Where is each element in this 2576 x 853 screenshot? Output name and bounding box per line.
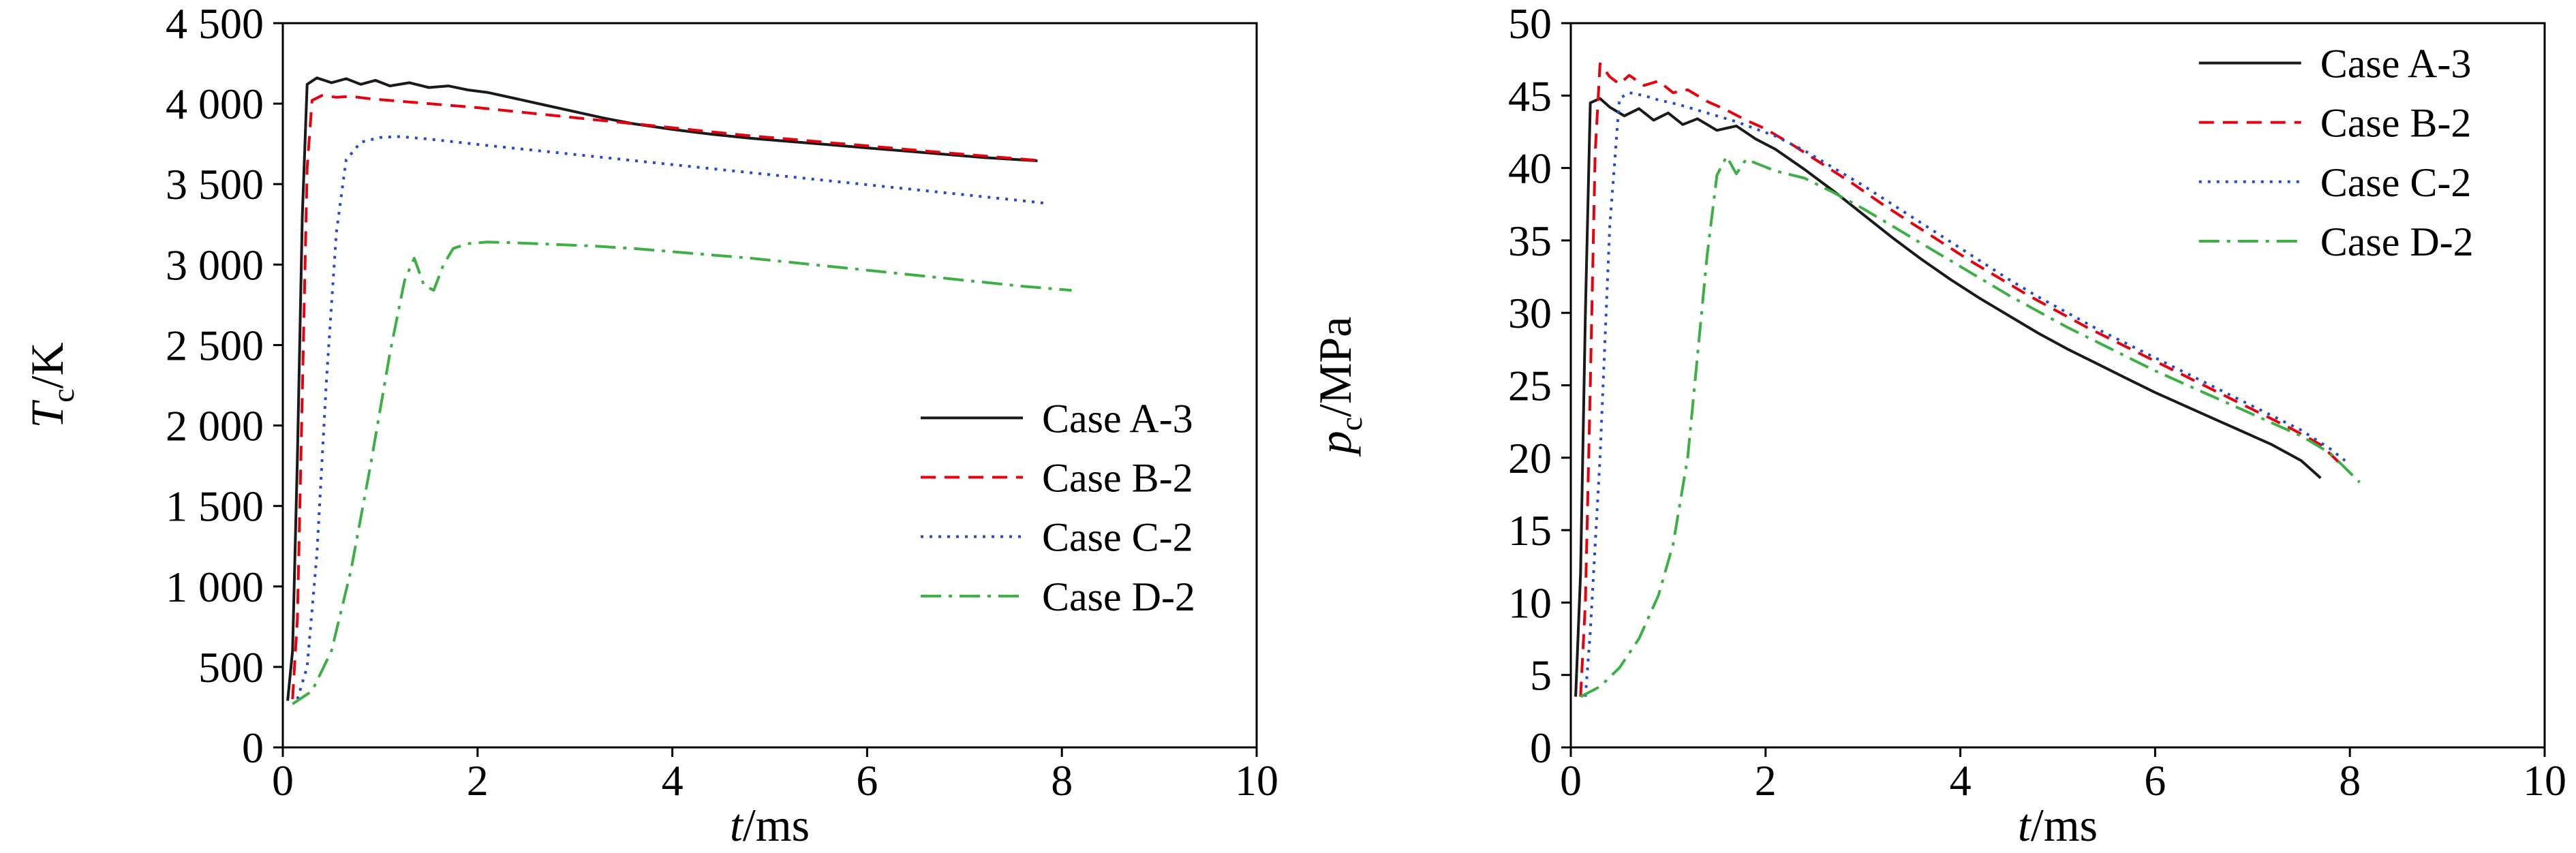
y-tick-label: 0 — [1530, 724, 1552, 772]
x-tick-label: 6 — [2144, 756, 2166, 805]
x-tick-label: 8 — [2339, 756, 2361, 805]
temperature-chart-panel: 0 2 4 6 8 10 0 500 1 000 1 500 2 000 2 500 3 000 3 50… — [21, 0, 1278, 851]
y-axis-label: pc/MPa — [1309, 317, 1368, 457]
y-tick-label: 45 — [1508, 72, 1552, 120]
y-tick-label: 50 — [1508, 0, 1552, 48]
y-tick-label: 3 500 — [166, 160, 264, 208]
legend-label: Case A-3 — [1042, 396, 1193, 441]
legend-label: Case A-3 — [2320, 41, 2472, 86]
legend-label: Case D-2 — [2320, 219, 2474, 264]
series-case-d-2 — [292, 241, 1072, 705]
y-tick-label: 25 — [1508, 362, 1552, 410]
legend-label: Case B-2 — [1042, 456, 1193, 501]
x-axis-label: t/ms — [2018, 799, 2098, 851]
y-tick-label: 2 500 — [166, 321, 264, 369]
series-case-b-2 — [291, 94, 1043, 700]
x-tick-label: 4 — [662, 756, 684, 805]
y-tick-label: 3 000 — [166, 241, 264, 289]
x-tick-label: 6 — [856, 756, 878, 805]
series-case-c-2 — [1584, 91, 2346, 697]
y-axis-label: Tc/K — [21, 342, 80, 428]
pressure-chart-panel: 0 2 4 6 8 10 0 5 10 15 20 25 30 35 40 45 50 t/ms pc/MPa Cas… — [1288, 0, 2576, 853]
x-axis-label: t/ms — [730, 799, 810, 851]
x-tick-label: 2 — [467, 756, 489, 805]
y-tick-label: 0 — [242, 724, 264, 772]
y-tick-label: 2 000 — [166, 402, 264, 450]
x-tick-label: 0 — [1560, 756, 1582, 805]
y-tick-label: 30 — [1508, 289, 1552, 337]
y-tick-label: 15 — [1508, 506, 1552, 555]
y-tick-label: 500 — [198, 643, 264, 692]
temperature-chart: 0 2 4 6 8 10 0 500 1 000 1 500 2 000 2 500 3 000 3 50… — [21, 0, 1278, 851]
y-tick-label: 1 500 — [166, 482, 264, 531]
y-tick-label: 20 — [1508, 434, 1552, 482]
pressure-chart: 0 2 4 6 8 10 0 5 10 15 20 25 30 35 40 45 50 t/ms pc/MPa Cas… — [1309, 0, 2566, 851]
y-tick-label: 35 — [1508, 217, 1552, 265]
y-tick-label: 5 — [1530, 651, 1552, 700]
series-case-d-2 — [1580, 155, 2361, 698]
x-tick-label: 10 — [2523, 756, 2566, 805]
series-case-b-2 — [1579, 62, 2342, 697]
series-case-a-3 — [286, 76, 1038, 701]
plot-frame — [281, 22, 1258, 749]
legend-label: Case D-2 — [1042, 574, 1195, 619]
series-case-a-3 — [1574, 97, 2322, 697]
y-tick-label: 1 000 — [166, 563, 264, 611]
legend-label: Case C-2 — [1042, 515, 1193, 560]
y-tick-label: 40 — [1508, 144, 1552, 193]
y-tick-label: 4 000 — [166, 80, 264, 128]
y-tick-label: 4 500 — [166, 0, 264, 48]
x-tick-label: 2 — [1755, 756, 1777, 805]
y-tick-label: 10 — [1508, 578, 1552, 627]
x-tick-label: 10 — [1235, 756, 1278, 805]
legend-label: Case C-2 — [2320, 160, 2472, 205]
x-tick-label: 8 — [1051, 756, 1073, 805]
legend-label: Case B-2 — [2320, 101, 2472, 146]
x-tick-label: 4 — [1950, 756, 1972, 805]
x-tick-label: 0 — [272, 756, 294, 805]
series-case-c-2 — [296, 135, 1048, 700]
